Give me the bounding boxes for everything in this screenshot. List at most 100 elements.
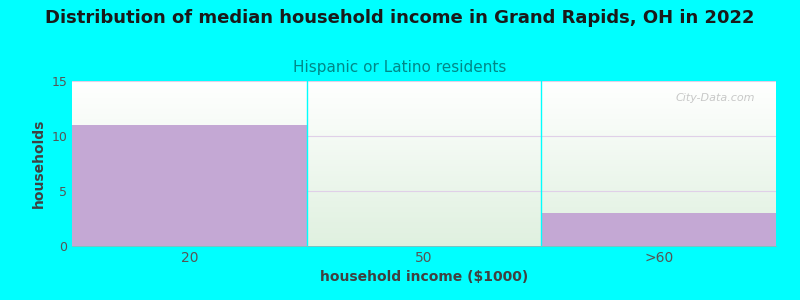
Bar	[72, 168, 776, 169]
Bar	[72, 138, 776, 139]
Bar	[72, 134, 776, 135]
Bar	[72, 166, 776, 167]
Bar	[72, 97, 776, 98]
Bar	[542, 213, 776, 246]
Bar	[72, 232, 776, 233]
Bar	[72, 242, 776, 243]
Bar	[72, 82, 776, 83]
Bar	[72, 239, 776, 240]
Bar	[72, 218, 776, 219]
Bar	[72, 178, 776, 179]
Bar	[72, 96, 776, 97]
Bar	[72, 131, 776, 132]
Bar	[72, 209, 776, 210]
Bar	[72, 225, 776, 226]
Bar	[72, 93, 776, 94]
Bar	[72, 87, 776, 88]
Bar	[72, 89, 776, 90]
Bar	[72, 175, 776, 176]
Bar	[72, 124, 776, 125]
Bar	[72, 142, 776, 143]
Bar	[72, 200, 776, 201]
Bar	[72, 213, 776, 214]
Bar	[72, 136, 776, 137]
Bar	[72, 233, 776, 234]
Bar	[72, 92, 776, 93]
Bar	[72, 139, 776, 140]
Bar	[72, 236, 776, 237]
Bar	[72, 221, 776, 222]
Bar	[72, 109, 776, 110]
Bar	[72, 237, 776, 238]
Bar	[72, 141, 776, 142]
Bar	[72, 156, 776, 157]
Bar	[72, 120, 776, 121]
Bar	[72, 107, 776, 108]
Bar	[72, 231, 776, 232]
Bar	[72, 192, 776, 193]
Bar	[72, 190, 776, 191]
Bar	[72, 88, 776, 89]
Bar	[72, 207, 776, 208]
Bar	[72, 176, 776, 177]
Bar	[72, 229, 776, 230]
Bar	[72, 238, 776, 239]
Bar	[72, 155, 776, 156]
Bar	[72, 145, 776, 146]
Bar	[72, 183, 776, 184]
Bar	[72, 228, 776, 229]
Bar	[72, 235, 776, 236]
Bar	[72, 160, 776, 161]
Bar	[72, 117, 776, 118]
Bar	[72, 108, 776, 109]
Bar	[72, 188, 776, 189]
Bar	[72, 219, 776, 220]
Bar	[72, 245, 776, 246]
Bar	[72, 197, 776, 198]
Bar	[72, 177, 776, 178]
Bar	[72, 196, 776, 197]
Bar	[72, 99, 776, 100]
Bar	[72, 104, 776, 105]
Bar	[72, 243, 776, 244]
Bar	[72, 125, 776, 126]
Bar	[72, 137, 776, 138]
Y-axis label: households: households	[32, 119, 46, 208]
Bar	[72, 208, 776, 209]
Bar	[72, 179, 776, 180]
Bar	[72, 111, 776, 112]
Bar	[72, 113, 776, 114]
Bar	[72, 212, 776, 213]
Bar	[72, 169, 776, 170]
Bar	[72, 238, 776, 239]
Bar	[72, 172, 776, 173]
Bar	[72, 241, 776, 242]
Bar	[72, 114, 776, 115]
Bar	[72, 193, 776, 194]
Bar	[72, 101, 776, 102]
Bar	[72, 144, 776, 145]
Bar	[72, 163, 776, 164]
Bar	[72, 170, 776, 171]
Bar	[72, 167, 776, 168]
Text: City-Data.com: City-Data.com	[675, 92, 755, 103]
Bar	[72, 100, 776, 101]
Bar	[72, 220, 776, 221]
Bar	[72, 161, 776, 162]
Bar	[72, 148, 776, 149]
Bar	[72, 186, 776, 187]
Bar	[72, 143, 776, 144]
Bar	[72, 121, 776, 122]
Bar	[72, 217, 776, 218]
Bar	[72, 180, 776, 181]
Bar	[72, 223, 776, 224]
Bar	[72, 146, 776, 147]
Bar	[72, 122, 776, 123]
Bar	[72, 151, 776, 152]
Bar	[72, 149, 776, 150]
Bar	[72, 226, 776, 227]
Bar	[72, 130, 776, 131]
Bar	[72, 81, 776, 82]
Bar	[72, 199, 776, 200]
Bar	[72, 205, 776, 206]
